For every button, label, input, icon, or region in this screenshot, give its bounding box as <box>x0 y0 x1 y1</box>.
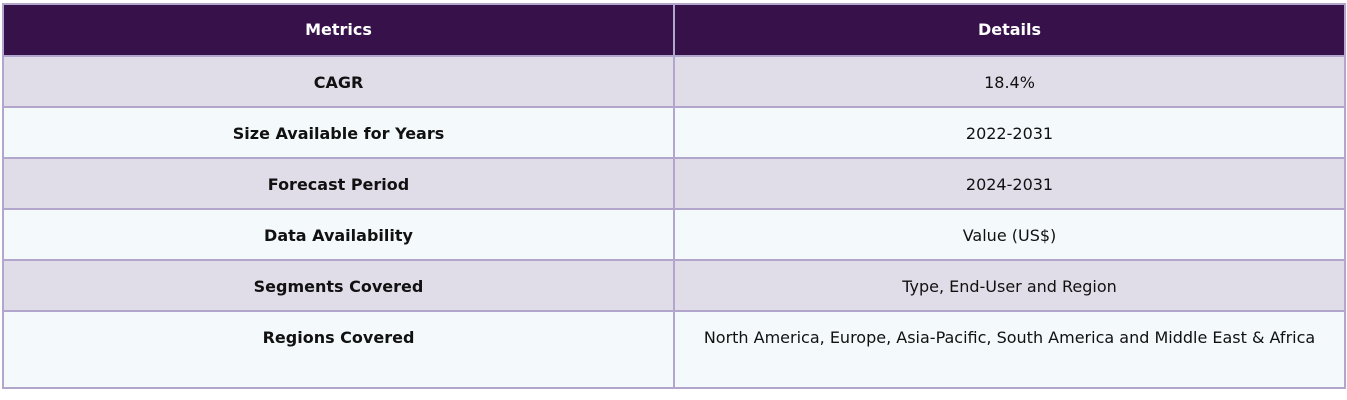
header-details: Details <box>673 3 1346 57</box>
metric-cell: Size Available for Years <box>2 106 675 159</box>
table-row: Data Availability Value (US$) <box>2 208 1346 261</box>
metric-cell: Segments Covered <box>2 259 675 312</box>
details-cell: Type, End-User and Region <box>673 259 1346 312</box>
table-row: Size Available for Years 2022-2031 <box>2 106 1346 159</box>
table-row: CAGR 18.4% <box>2 55 1346 108</box>
header-metrics: Metrics <box>2 3 675 57</box>
metric-cell: Forecast Period <box>2 157 675 210</box>
metric-cell: CAGR <box>2 55 675 108</box>
metric-cell: Regions Covered <box>2 310 675 389</box>
details-cell: 2022-2031 <box>673 106 1346 159</box>
metric-cell: Data Availability <box>2 208 675 261</box>
metrics-table: Metrics Details CAGR 18.4% Size Availabl… <box>2 3 1346 389</box>
details-cell: 18.4% <box>673 55 1346 108</box>
details-cell: Value (US$) <box>673 208 1346 261</box>
table-header-row: Metrics Details <box>2 3 1346 57</box>
details-cell: North America, Europe, Asia-Pacific, Sou… <box>673 310 1346 389</box>
table-row: Forecast Period 2024-2031 <box>2 157 1346 210</box>
table-row: Segments Covered Type, End-User and Regi… <box>2 259 1346 312</box>
details-cell: 2024-2031 <box>673 157 1346 210</box>
table-row: Regions Covered North America, Europe, A… <box>2 310 1346 389</box>
